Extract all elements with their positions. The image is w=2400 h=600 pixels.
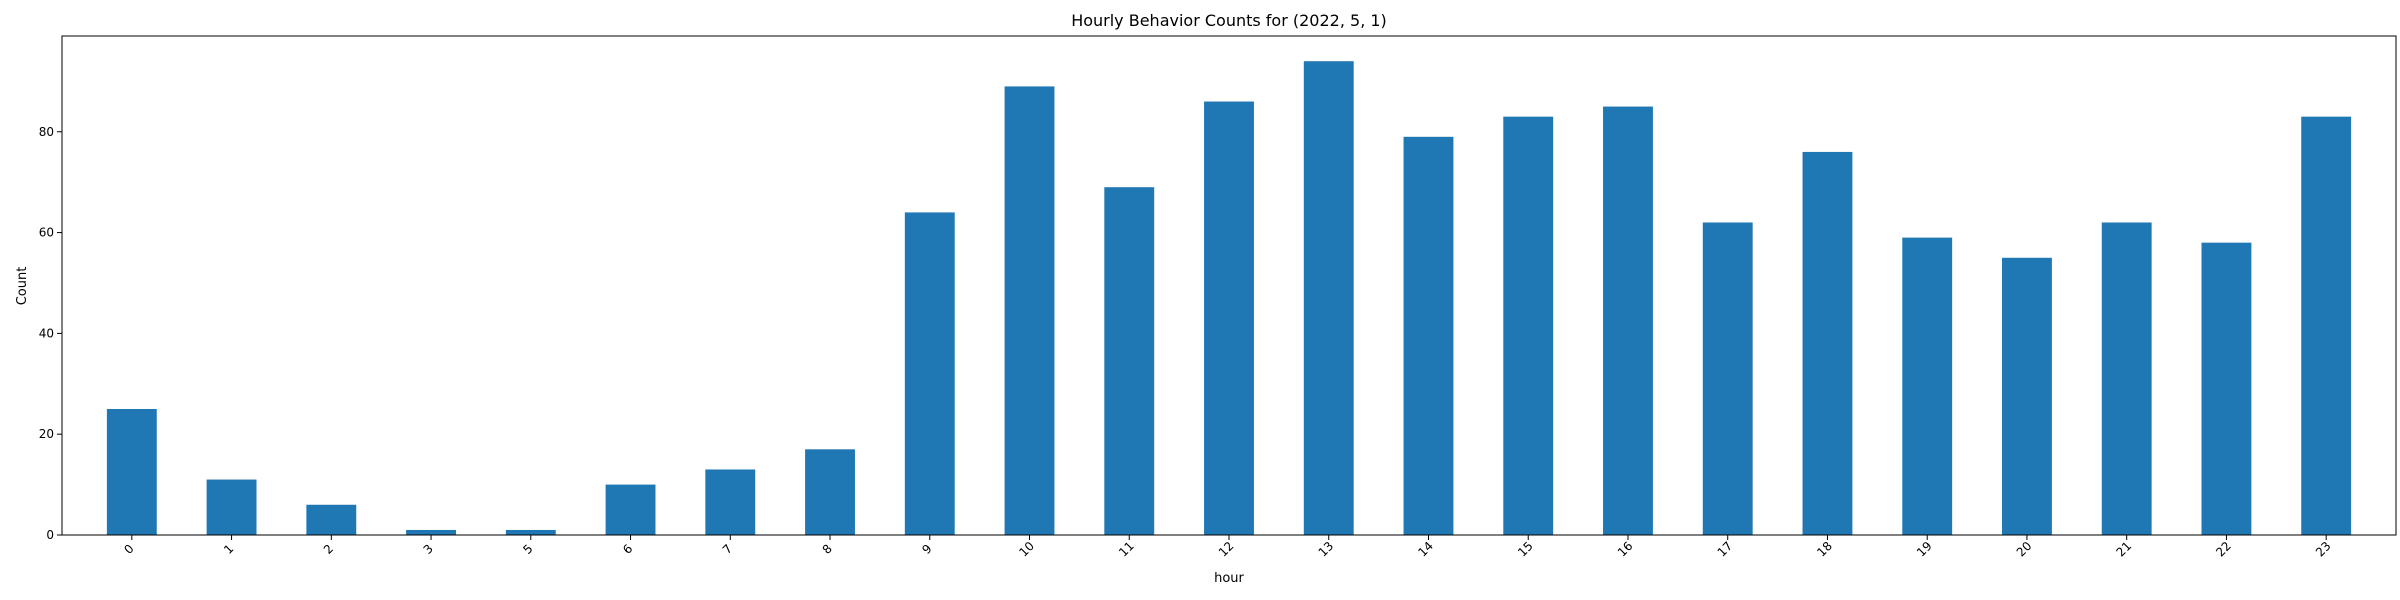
x-tick-label: 17 [1715, 539, 1736, 560]
x-tick-label: 3 [421, 542, 436, 557]
x-tick-label: 21 [2114, 539, 2135, 560]
plot-area: 0 1 2 3 5 6 7 8 9 10 11 12 13 14 15 16 17 18 19 20 21 22 23020… [39, 61, 2352, 560]
bar-hour-10 [1004, 86, 1055, 535]
x-tick-label: 2 [321, 542, 336, 557]
bar-hour-17 [1702, 222, 1753, 536]
bar-hour-21 [2101, 222, 2152, 536]
bar-hour-0 [106, 408, 157, 535]
bar-hour-1 [206, 479, 257, 535]
bar-hour-13 [1303, 61, 1354, 535]
bar-hour-12 [1204, 101, 1254, 535]
x-tick-label: 23 [2313, 539, 2334, 560]
x-tick-label: 14 [1415, 539, 1436, 560]
bar-hour-7 [705, 469, 756, 535]
x-tick-label: 20 [2014, 539, 2035, 560]
bar-hour-3 [406, 529, 456, 535]
x-tick-label: 16 [1615, 539, 1636, 560]
y-tick-label: 80 [39, 125, 54, 139]
x-tick-label: 10 [1016, 539, 1037, 560]
x-tick-label: 11 [1116, 539, 1137, 560]
bar-hour-8 [805, 449, 855, 535]
y-tick-label: 20 [39, 427, 54, 441]
bar-hour-6 [605, 484, 656, 535]
bar-hour-9 [904, 212, 955, 536]
bar-hour-14 [1403, 136, 1454, 535]
x-tick-label: 8 [820, 542, 835, 557]
bar-hour-18 [1802, 151, 1853, 535]
y-axis-label: Count [15, 267, 30, 306]
x-tick-label: 12 [1216, 539, 1237, 560]
x-tick-label: 13 [1316, 539, 1337, 560]
y-tick-label: 40 [39, 326, 54, 340]
x-tick-label: 19 [1914, 539, 1935, 560]
plot-frame [61, 35, 2397, 536]
chart-title: Hourly Behavior Counts for (2022, 5, 1) [1071, 11, 1387, 30]
bar-hour-16 [1603, 106, 1653, 535]
x-tick-label: 1 [221, 542, 236, 557]
x-tick-label: 0 [121, 542, 136, 557]
x-tick-label: 5 [520, 542, 535, 557]
bar-hour-19 [1902, 237, 1953, 536]
y-tick-label: 60 [39, 226, 54, 240]
x-axis-label: hour [1214, 571, 1244, 586]
bar-hour-15 [1503, 116, 1554, 536]
x-tick-label: 7 [720, 542, 735, 557]
bar-hour-22 [2201, 242, 2252, 536]
y-tick-label: 0 [46, 528, 54, 542]
bar-hour-5 [505, 529, 556, 535]
x-tick-label: 15 [1515, 539, 1536, 560]
x-tick-label: 6 [620, 542, 635, 557]
x-tick-label: 9 [919, 542, 934, 557]
bar-hour-23 [2301, 116, 2352, 536]
bar-hour-2 [306, 504, 357, 535]
bar-hour-20 [2002, 257, 2052, 535]
x-tick-label: 18 [1814, 539, 1835, 560]
bar-hour-11 [1104, 187, 1155, 535]
x-tick-label: 22 [2213, 539, 2234, 560]
